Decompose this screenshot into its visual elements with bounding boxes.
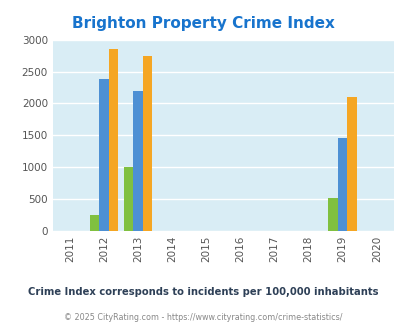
Bar (347, 97, 356, 231)
Bar (90, 215, 99, 231)
Bar (124, 167, 133, 231)
Bar (143, 56, 152, 231)
Bar (99, 79, 109, 231)
Bar (109, 49, 118, 231)
Bar (328, 198, 337, 231)
Text: Brighton Property Crime Index: Brighton Property Crime Index (71, 16, 334, 31)
Bar (133, 91, 143, 231)
Text: © 2025 CityRating.com - https://www.cityrating.com/crime-statistics/: © 2025 CityRating.com - https://www.city… (64, 313, 341, 322)
Text: Crime Index corresponds to incidents per 100,000 inhabitants: Crime Index corresponds to incidents per… (28, 287, 377, 297)
Bar (337, 139, 347, 231)
